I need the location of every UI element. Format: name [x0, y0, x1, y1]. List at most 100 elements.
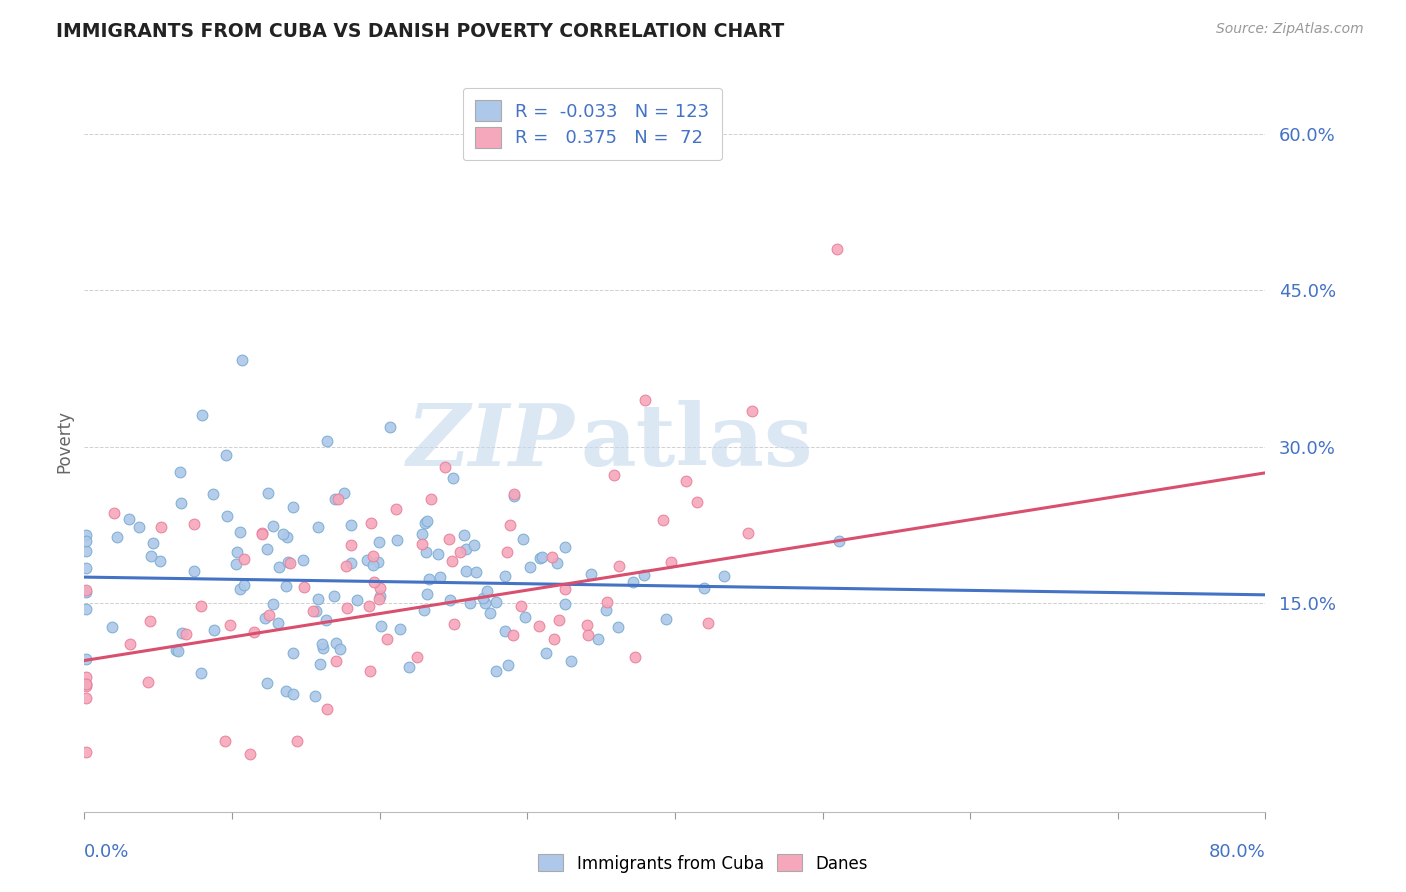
Point — [675, 475, 697, 489]
Text: 80.0%: 80.0% — [1209, 843, 1265, 861]
Point — [450, 545, 472, 559]
Point — [464, 565, 486, 579]
Point — [229, 582, 252, 596]
Point — [560, 654, 582, 668]
Point — [485, 664, 508, 678]
Point — [142, 536, 165, 550]
Point — [340, 538, 363, 552]
Point — [361, 549, 384, 564]
Point — [367, 591, 389, 606]
Point — [215, 449, 238, 463]
Legend: R =  -0.033   N = 123, R =   0.375   N =  72: R = -0.033 N = 123, R = 0.375 N = 72 — [463, 87, 721, 161]
Point — [607, 559, 630, 574]
Point — [578, 628, 600, 642]
Point — [103, 506, 125, 520]
Point — [502, 627, 524, 641]
Point — [713, 569, 735, 583]
Point — [309, 657, 332, 671]
Point — [437, 533, 460, 547]
Point — [273, 527, 295, 541]
Point — [415, 545, 437, 559]
Point — [172, 625, 194, 640]
Point — [281, 687, 304, 701]
Point — [529, 619, 551, 633]
Point — [443, 617, 465, 632]
Point — [202, 486, 225, 500]
Point — [169, 465, 191, 479]
Point — [315, 613, 337, 627]
Point — [329, 642, 352, 657]
Point — [472, 591, 495, 605]
Point — [478, 606, 501, 620]
Point — [439, 593, 461, 607]
Point — [226, 544, 249, 558]
Point — [624, 650, 647, 665]
Point — [311, 640, 333, 655]
Point — [202, 623, 225, 637]
Point — [302, 603, 325, 617]
Point — [652, 513, 675, 527]
Point — [429, 570, 451, 584]
Point — [411, 536, 433, 550]
Point — [325, 636, 347, 650]
Point — [262, 518, 284, 533]
Point — [250, 527, 273, 541]
Point — [477, 583, 499, 598]
Point — [546, 557, 568, 571]
Point — [509, 599, 531, 613]
Point — [412, 603, 434, 617]
Point — [378, 420, 401, 434]
Point — [118, 637, 141, 651]
Point — [534, 647, 557, 661]
Point — [595, 602, 617, 616]
Point — [136, 674, 159, 689]
Point — [254, 611, 277, 625]
Point — [339, 556, 361, 570]
Point — [228, 524, 250, 539]
Text: Source: ZipAtlas.com: Source: ZipAtlas.com — [1216, 22, 1364, 37]
Point — [633, 568, 655, 582]
Point — [519, 559, 541, 574]
Point — [453, 528, 475, 542]
Point — [316, 702, 339, 716]
Point — [503, 487, 526, 501]
Point — [191, 409, 214, 423]
Point — [529, 550, 551, 565]
Point — [292, 580, 315, 594]
Point — [454, 541, 477, 556]
Point — [474, 596, 496, 610]
Point — [139, 614, 162, 628]
Point — [256, 542, 278, 557]
Point — [588, 632, 610, 647]
Point — [276, 684, 298, 698]
Point — [257, 607, 280, 622]
Point — [75, 677, 97, 691]
Point — [149, 554, 172, 568]
Point — [419, 492, 441, 507]
Point — [128, 519, 150, 533]
Point — [118, 512, 141, 526]
Point — [335, 558, 357, 573]
Point — [75, 585, 97, 599]
Point — [75, 561, 97, 575]
Point — [440, 554, 463, 568]
Point — [575, 618, 598, 632]
Point — [75, 745, 97, 759]
Point — [336, 600, 359, 615]
Point — [316, 434, 339, 448]
Point — [170, 496, 193, 510]
Point — [426, 547, 449, 561]
Point — [607, 620, 630, 634]
Point — [174, 627, 197, 641]
Point — [377, 632, 399, 647]
Point — [75, 544, 97, 558]
Point — [262, 597, 284, 611]
Point — [267, 559, 290, 574]
Point — [325, 654, 347, 668]
Point — [697, 615, 720, 630]
Point — [463, 538, 485, 552]
Point — [75, 679, 97, 693]
Point — [75, 670, 97, 684]
Text: ZIP: ZIP — [406, 400, 575, 483]
Point — [686, 495, 709, 509]
